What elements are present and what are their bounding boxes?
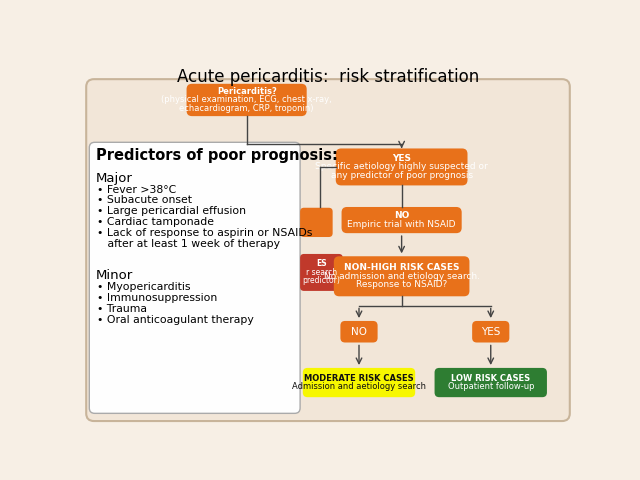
Text: YES: YES	[481, 327, 500, 337]
Text: • Fever >38°C: • Fever >38°C	[97, 185, 176, 195]
Text: No admission and etiology search.: No admission and etiology search.	[324, 272, 479, 281]
FancyBboxPatch shape	[303, 368, 415, 397]
Text: YES: YES	[392, 154, 411, 163]
Text: (physical examination, ECG, chest x-ray,: (physical examination, ECG, chest x-ray,	[161, 96, 332, 105]
Text: • Lack of response to aspirin or NSAIDs: • Lack of response to aspirin or NSAIDs	[97, 228, 312, 238]
Text: • Immunosuppression: • Immunosuppression	[97, 293, 218, 303]
Text: LOW RISK CASES: LOW RISK CASES	[451, 374, 531, 383]
Text: MODERATE RISK CASES: MODERATE RISK CASES	[304, 374, 414, 383]
Text: • Oral anticoagulant therapy: • Oral anticoagulant therapy	[97, 315, 254, 325]
Text: predictor): predictor)	[303, 276, 340, 286]
Text: any predictor of poor prognosis: any predictor of poor prognosis	[331, 171, 473, 180]
Text: • Trauma: • Trauma	[97, 304, 147, 314]
Text: Major: Major	[95, 171, 132, 185]
FancyBboxPatch shape	[334, 256, 469, 296]
FancyBboxPatch shape	[86, 79, 570, 421]
FancyBboxPatch shape	[340, 321, 378, 343]
Text: • Large pericardial effusion: • Large pericardial effusion	[97, 206, 246, 216]
FancyBboxPatch shape	[300, 254, 343, 291]
FancyBboxPatch shape	[336, 148, 467, 185]
Text: Specific aetiology highly suspected or: Specific aetiology highly suspected or	[316, 162, 488, 171]
FancyBboxPatch shape	[472, 321, 509, 343]
FancyBboxPatch shape	[300, 208, 333, 237]
Text: NON-HIGH RISK CASES: NON-HIGH RISK CASES	[344, 264, 460, 272]
Text: Predictors of poor prognosis:: Predictors of poor prognosis:	[95, 148, 337, 164]
Text: Acute pericarditis:  risk stratification: Acute pericarditis: risk stratification	[177, 68, 479, 86]
Text: NO: NO	[394, 211, 410, 220]
Text: Empiric trial with NSAID: Empiric trial with NSAID	[348, 220, 456, 229]
FancyBboxPatch shape	[90, 142, 300, 413]
Text: after at least 1 week of therapy: after at least 1 week of therapy	[97, 239, 280, 249]
Text: Minor: Minor	[95, 269, 132, 282]
Text: • Subacute onset: • Subacute onset	[97, 195, 192, 205]
FancyBboxPatch shape	[435, 368, 547, 397]
Text: Outpatient follow-up: Outpatient follow-up	[447, 382, 534, 391]
FancyBboxPatch shape	[342, 207, 461, 233]
Text: • Cardiac tamponade: • Cardiac tamponade	[97, 217, 214, 227]
Text: Pericarditis?: Pericarditis?	[217, 87, 276, 96]
Text: Admission and aetiology search: Admission and aetiology search	[292, 382, 426, 391]
Text: ES: ES	[316, 260, 327, 268]
Text: Response to NSAID?: Response to NSAID?	[356, 280, 447, 289]
Text: • Myopericarditis: • Myopericarditis	[97, 282, 191, 292]
FancyBboxPatch shape	[187, 84, 307, 116]
Text: NO: NO	[351, 327, 367, 337]
Text: echacardiogram, CRP, troponin): echacardiogram, CRP, troponin)	[179, 104, 314, 113]
Text: r search: r search	[306, 268, 337, 277]
